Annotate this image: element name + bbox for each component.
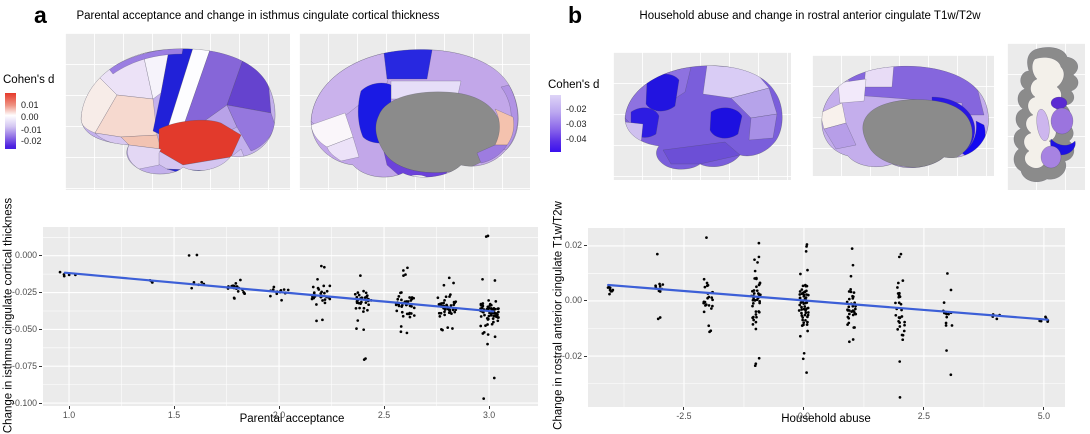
x-tick-label: 3.0 (482, 410, 496, 420)
y-axis-tick (39, 255, 42, 257)
region-thalamus (1050, 107, 1074, 135)
brain-a-lateral-svg (80, 48, 276, 175)
brain-outline (821, 65, 989, 168)
y-axis-tick (39, 402, 42, 404)
y-axis-label-a: Change in isthmus cingulate cortical thi… (2, 197, 15, 434)
y-tick-label: -0.075 (12, 360, 37, 371)
legend-a-title: Cohen's d (3, 74, 55, 86)
y-tick-label: -0.025 (12, 287, 37, 298)
legend-b-tick: -0.03 (566, 119, 587, 129)
legend-a-tick: -0.01 (21, 125, 42, 135)
x-tick-label: 1.0 (62, 410, 76, 420)
scatter-plot-a (43, 227, 538, 406)
brain-map-b-lateral (613, 52, 791, 180)
x-tick-label: 5.0 (1037, 411, 1050, 421)
legend-a-tick: 0.01 (21, 100, 39, 110)
x-axis-tick (173, 406, 175, 409)
legend-a-tick: -0.02 (21, 136, 42, 146)
x-axis-tick (488, 406, 490, 409)
region-temporal-pole (127, 144, 162, 170)
brain-outline (624, 65, 783, 170)
y-tick-label: -0.100 (12, 397, 37, 408)
region-caudate (1036, 108, 1050, 142)
x-tick-label: 2.5 (377, 410, 391, 420)
y-tick-label: 0.00 (564, 295, 582, 306)
legend-b-tick: -0.02 (566, 104, 587, 114)
brain-outline (80, 48, 276, 175)
x-axis-tick (923, 407, 925, 410)
region-amygdala (1040, 145, 1062, 169)
y-tick-label: 0.02 (564, 240, 582, 251)
x-tick-label: 1.5 (167, 410, 181, 420)
region-temporal-band (662, 141, 741, 165)
x-axis-tick (383, 406, 385, 409)
region-caudal-middle-frontal (645, 73, 680, 112)
x-tick-label: 0.0 (797, 411, 811, 421)
y-axis-label-b: Change in rostral anterior cingulate T1w… (552, 201, 565, 430)
region-occipital-pole (404, 174, 430, 178)
region-supramarginal (709, 107, 743, 139)
legend-b-tick: -0.04 (566, 134, 587, 144)
region-pallidum (1050, 96, 1068, 110)
x-axis-tick (803, 407, 805, 410)
brain-map-b-medial (812, 55, 994, 176)
x-axis-tick (68, 406, 70, 409)
region-paracentral-pale (863, 66, 895, 88)
x-axis-tick (683, 407, 685, 410)
y-tick-label: 0.000 (14, 250, 37, 261)
x-axis-tick (278, 406, 280, 409)
legend-a-colorbar (5, 93, 16, 149)
y-tick-label: -0.050 (12, 323, 37, 334)
region-rostral-anterior-cingulate (326, 136, 360, 162)
brain-b-lateral-svg (624, 65, 783, 170)
region-lingual-purple (823, 122, 857, 150)
brain-b-medial-svg (821, 65, 989, 168)
x-tick-label: 2.5 (917, 411, 931, 421)
brain-map-a-medial (299, 33, 530, 190)
y-axis-tick (584, 300, 587, 302)
region-superior-frontal-rim (108, 48, 184, 75)
region-inferior-parietal-low (748, 113, 778, 141)
y-axis-tick (584, 355, 587, 357)
x-axis-label-b: Household abuse (781, 413, 871, 425)
region-corpus-callosum (862, 99, 973, 168)
region-precuneus-pale (837, 78, 867, 104)
scatter-plot-b (588, 228, 1065, 407)
y-axis-tick (39, 365, 42, 367)
legend-b-title: Cohen's d (548, 79, 600, 91)
region-paracentral (382, 49, 434, 80)
x-axis-label-a: Parental acceptance (239, 413, 345, 425)
legend-b-colorbar (550, 95, 561, 152)
x-axis-tick (1043, 407, 1045, 410)
panel-a-label: a (34, 2, 47, 28)
x-tick-label: 2.0 (272, 410, 286, 420)
brain-map-a-lateral (65, 33, 290, 190)
brain-a-medial-svg (310, 49, 519, 178)
brain-b-subcortical-svg (1013, 47, 1079, 182)
y-axis-tick (584, 245, 587, 247)
y-axis-tick (39, 292, 42, 294)
panel-b-label: b (568, 2, 583, 28)
region-lingual (476, 144, 508, 164)
brain-map-b-subcortical (1007, 43, 1085, 190)
x-tick-label: -2.5 (676, 411, 692, 421)
y-axis-tick (39, 328, 42, 330)
panel-a-title: Parental acceptance and change in isthmu… (76, 10, 440, 22)
legend-a-tick: 0.00 (21, 112, 39, 122)
y-tick-label: -0.02 (561, 350, 582, 361)
panel-b-title: Household abuse and change in rostral an… (639, 10, 981, 22)
